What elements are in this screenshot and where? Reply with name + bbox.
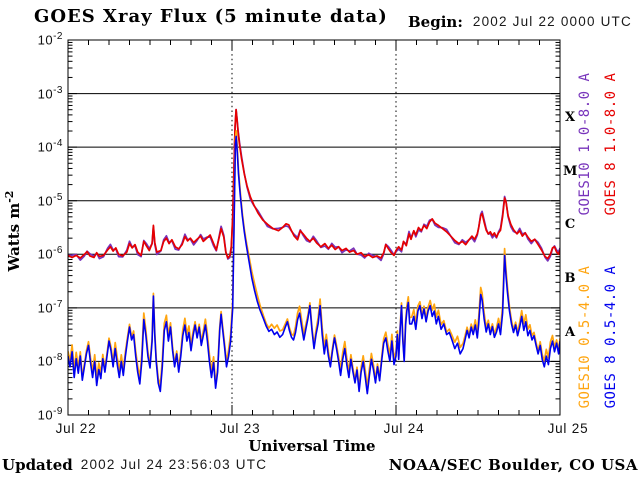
y-tick-label: 10-2 — [37, 31, 63, 48]
chart-title: GOES Xray Flux (5 minute data) — [34, 6, 388, 27]
x-tick-label: Jul 23 — [219, 421, 261, 436]
y-tick-label: 10-5 — [37, 191, 63, 209]
begin-label: Begin: — [408, 13, 463, 31]
x-tick-label: Jul 24 — [383, 421, 425, 436]
y-tick-label: 10-6 — [37, 245, 63, 262]
flare-class-label-b: B — [564, 270, 576, 286]
updated-value: 2002 Jul 24 23:56:03 UTC — [80, 457, 268, 472]
begin-timestamp: Begin: 2002 Jul 22 0000 UTC — [408, 13, 632, 31]
flare-class-label-a: A — [564, 324, 576, 340]
legend-label-2: GOES10 0.5-4.0 A — [577, 265, 593, 409]
x-tick-label: Jul 25 — [547, 421, 589, 436]
y-tick-label: 10-7 — [37, 298, 63, 316]
flare-class-label-m: M — [563, 163, 578, 179]
flare-class-label-c: C — [564, 217, 576, 233]
y-tick-label: 10-9 — [37, 406, 63, 423]
plot-frame — [67, 39, 561, 416]
y-tick-label: 10-4 — [37, 138, 63, 155]
y-tick-label: 10-3 — [37, 84, 63, 101]
flare-class-label-x: X — [564, 110, 576, 126]
y-axis-title: Watts m-2 — [3, 190, 23, 272]
day-boundary-lines — [231, 40, 397, 415]
legend-label-0: GOES10 1.0-8.0 A — [577, 72, 593, 216]
x-tick-label: Jul 22 — [55, 421, 97, 436]
y-tick-label: 10-8 — [37, 352, 63, 369]
updated-label: Updated — [2, 456, 73, 474]
series-goes-8-0-5-4-0-a — [68, 135, 560, 395]
updated-timestamp: Updated 2002 Jul 24 23:56:03 UTC — [2, 456, 267, 474]
credit-text: NOAA/SEC Boulder, CO USA — [388, 456, 638, 474]
series-goes-8-1-0-8-0-a — [68, 108, 560, 260]
legend-label-3: GOES 8 0.5-4.0 A — [603, 265, 619, 409]
x-axis-title: Universal Time — [248, 437, 376, 455]
legend-label-1: GOES 8 1.0-8.0 A — [603, 72, 619, 216]
begin-value: 2002 Jul 22 0000 UTC — [472, 14, 632, 29]
